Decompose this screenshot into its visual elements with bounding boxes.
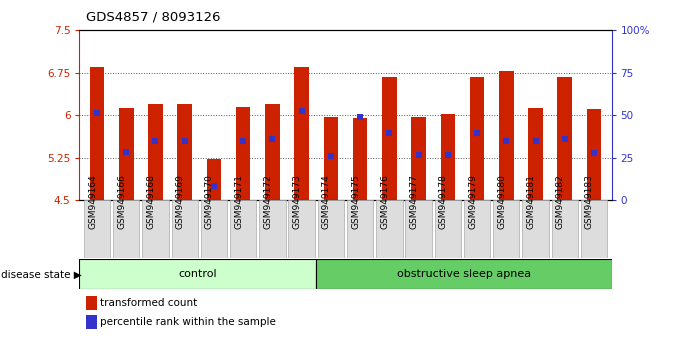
Bar (323, 117, 338, 200)
Text: GSM949182: GSM949182 (556, 175, 565, 229)
FancyBboxPatch shape (435, 200, 461, 258)
Bar (148, 104, 163, 200)
FancyBboxPatch shape (406, 200, 432, 258)
FancyBboxPatch shape (79, 259, 316, 289)
Bar (382, 76, 397, 200)
Bar (294, 67, 309, 200)
Bar (119, 108, 133, 200)
Text: GSM949166: GSM949166 (117, 174, 126, 229)
FancyBboxPatch shape (316, 259, 612, 289)
FancyBboxPatch shape (113, 200, 140, 258)
Bar (528, 108, 543, 200)
Text: GSM949178: GSM949178 (439, 174, 448, 229)
Text: percentile rank within the sample: percentile rank within the sample (100, 317, 276, 327)
Bar (440, 114, 455, 200)
Text: GSM949179: GSM949179 (468, 174, 477, 229)
Text: GSM949177: GSM949177 (410, 174, 419, 229)
Bar (587, 109, 601, 200)
Text: GSM949180: GSM949180 (498, 174, 507, 229)
Bar (353, 118, 368, 200)
Bar (470, 76, 484, 200)
Text: transformed count: transformed count (100, 298, 198, 308)
Text: GSM949175: GSM949175 (351, 174, 360, 229)
Bar (207, 159, 221, 200)
Text: GSM949169: GSM949169 (176, 174, 184, 229)
FancyBboxPatch shape (259, 200, 285, 258)
Bar (499, 71, 513, 200)
FancyBboxPatch shape (376, 200, 402, 258)
FancyBboxPatch shape (288, 200, 315, 258)
Bar (178, 104, 192, 200)
FancyBboxPatch shape (493, 200, 520, 258)
Text: GSM949183: GSM949183 (585, 174, 594, 229)
Text: GSM949172: GSM949172 (263, 175, 272, 229)
Text: obstructive sleep apnea: obstructive sleep apnea (397, 269, 531, 279)
FancyBboxPatch shape (142, 200, 169, 258)
Text: disease state ▶: disease state ▶ (1, 269, 82, 279)
Text: GSM949173: GSM949173 (293, 174, 302, 229)
FancyBboxPatch shape (347, 200, 373, 258)
FancyBboxPatch shape (230, 200, 256, 258)
FancyBboxPatch shape (581, 200, 607, 258)
Text: GSM949170: GSM949170 (205, 174, 214, 229)
Text: GSM949164: GSM949164 (88, 175, 97, 229)
FancyBboxPatch shape (318, 200, 344, 258)
Text: GSM949171: GSM949171 (234, 174, 243, 229)
Text: GDS4857 / 8093126: GDS4857 / 8093126 (86, 11, 221, 24)
FancyBboxPatch shape (201, 200, 227, 258)
Bar (265, 104, 280, 200)
Text: GSM949174: GSM949174 (322, 175, 331, 229)
Text: GSM949181: GSM949181 (527, 174, 536, 229)
FancyBboxPatch shape (551, 200, 578, 258)
FancyBboxPatch shape (84, 200, 110, 258)
Bar (411, 117, 426, 200)
FancyBboxPatch shape (171, 200, 198, 258)
Bar (90, 67, 104, 200)
Bar (236, 107, 250, 200)
FancyBboxPatch shape (464, 200, 490, 258)
Text: GSM949168: GSM949168 (146, 174, 155, 229)
FancyBboxPatch shape (522, 200, 549, 258)
Text: control: control (178, 269, 217, 279)
Text: GSM949176: GSM949176 (380, 174, 389, 229)
Bar (558, 77, 572, 200)
